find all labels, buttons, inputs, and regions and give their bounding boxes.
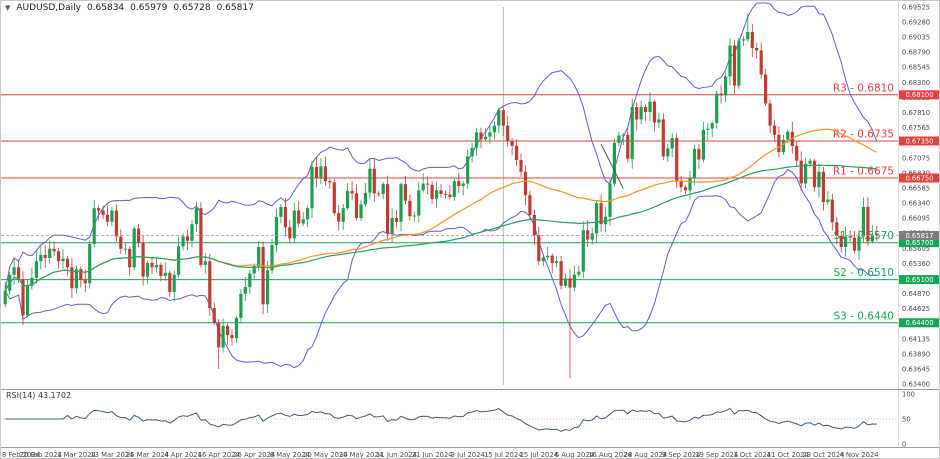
level-price-tag-S2: 0.65100 — [899, 275, 939, 285]
svg-text:20 May 2024: 20 May 2024 — [303, 451, 347, 459]
svg-text:0.68100: 0.68100 — [905, 91, 933, 99]
svg-text:0.66830: 0.66830 — [902, 169, 930, 177]
svg-text:0.67075: 0.67075 — [902, 154, 930, 162]
svg-text:0.67810: 0.67810 — [902, 109, 930, 117]
svg-text:0.65360: 0.65360 — [902, 260, 930, 268]
svg-text:0.67350: 0.67350 — [905, 137, 933, 145]
svg-text:0.64870: 0.64870 — [902, 290, 930, 298]
svg-text:100: 100 — [902, 390, 915, 398]
ma-slow-green-line — [4, 164, 877, 291]
svg-text:0.69525: 0.69525 — [902, 3, 930, 11]
svg-text:28 Aug 2024: 28 Aug 2024 — [624, 451, 668, 459]
svg-text:0.69035: 0.69035 — [902, 34, 930, 42]
quote-close: 0.65817 — [216, 3, 254, 13]
rsi-indicator-label: RSI(14) 43.1702 — [6, 391, 72, 400]
svg-text:0.63400: 0.63400 — [902, 381, 930, 389]
level-price-tag-R2: 0.67350 — [899, 136, 939, 146]
level-label-S2: S2 - 0.6510 — [833, 267, 894, 279]
rsi-axis[interactable]: 100 50 0 — [902, 390, 915, 448]
svg-text:15 Jul 2024: 15 Jul 2024 — [484, 451, 522, 459]
quote-high: 0.65979 — [130, 3, 168, 13]
svg-text:13 Mar 2024: 13 Mar 2024 — [90, 451, 133, 459]
svg-text:8 May 2024: 8 May 2024 — [270, 451, 310, 459]
svg-text:0.66340: 0.66340 — [902, 200, 930, 208]
current-price-tag: 0.65817 — [899, 231, 939, 240]
level-label-R3: R3 - 0.6810 — [833, 82, 894, 94]
svg-text:4 Nov 2024: 4 Nov 2024 — [839, 451, 878, 459]
svg-text:0.68790: 0.68790 — [902, 49, 930, 57]
rsi-line — [5, 407, 877, 432]
svg-text:0.66750: 0.66750 — [905, 174, 933, 182]
symbol-timeframe-label: AUDUSD,Daily — [16, 3, 81, 13]
level-label-R1: R1 - 0.6675 — [833, 166, 894, 178]
svg-text:1 Mar 2024: 1 Mar 2024 — [57, 451, 96, 459]
quote-low: 0.65728 — [173, 3, 211, 13]
svg-text:0.68300: 0.68300 — [902, 79, 930, 87]
svg-text:3 Jul 2024: 3 Jul 2024 — [451, 451, 485, 459]
svg-text:0.64625: 0.64625 — [902, 305, 930, 313]
svg-text:50: 50 — [902, 415, 911, 423]
bollinger-lower-band — [4, 169, 877, 369]
svg-text:0.63890: 0.63890 — [902, 351, 930, 359]
svg-text:23 Oct 2024: 23 Oct 2024 — [802, 451, 844, 459]
svg-text:0.65700: 0.65700 — [905, 239, 933, 247]
svg-text:16 Apr 2024: 16 Apr 2024 — [198, 451, 240, 459]
svg-text:26 Apr 2024: 26 Apr 2024 — [233, 451, 275, 459]
svg-text:0.66585: 0.66585 — [902, 184, 930, 192]
svg-text:11 Jun 2024: 11 Jun 2024 — [376, 451, 417, 459]
svg-text:19 Sep 2024: 19 Sep 2024 — [695, 451, 738, 459]
svg-text:0.64400: 0.64400 — [905, 319, 933, 327]
svg-text:1 Oct 2024: 1 Oct 2024 — [733, 451, 771, 459]
svg-text:25 Mar 2024: 25 Mar 2024 — [126, 451, 169, 459]
svg-text:6 Aug 2024: 6 Aug 2024 — [555, 451, 594, 459]
svg-text:20 Feb 2024: 20 Feb 2024 — [20, 451, 62, 459]
svg-text:0.65605: 0.65605 — [902, 245, 930, 253]
svg-text:0.69280: 0.69280 — [902, 18, 930, 26]
svg-text:0.63645: 0.63645 — [902, 366, 930, 374]
level-price-tag-R1: 0.66750 — [899, 173, 939, 183]
level-label-S3: S3 - 0.6440 — [833, 310, 894, 322]
svg-text:11 Oct 2024: 11 Oct 2024 — [767, 451, 809, 459]
svg-text:0.66095: 0.66095 — [902, 215, 930, 223]
svg-text:0.68545: 0.68545 — [902, 64, 930, 72]
svg-text:0.65817: 0.65817 — [905, 232, 933, 240]
trendline-drawing[interactable] — [600, 143, 624, 189]
svg-text:25 Jul 2024: 25 Jul 2024 — [520, 451, 558, 459]
svg-text:4 Apr 2024: 4 Apr 2024 — [164, 451, 202, 459]
svg-text:9 Sep 2024: 9 Sep 2024 — [662, 451, 701, 459]
svg-text:0: 0 — [902, 440, 906, 448]
svg-text:0.65100: 0.65100 — [905, 276, 933, 284]
svg-text:0.64135: 0.64135 — [902, 335, 930, 343]
svg-text:8 Feb 2024: 8 Feb 2024 — [2, 451, 40, 459]
level-price-tag-S3: 0.64400 — [899, 318, 939, 328]
svg-text:21 Jun 2024: 21 Jun 2024 — [412, 451, 453, 459]
svg-text:30 May 2024: 30 May 2024 — [339, 451, 383, 459]
level-price-tag-R3: 0.68100 — [899, 90, 939, 100]
level-price-tag-S1: 0.65700 — [899, 238, 939, 248]
chart-header: ▼ AUDUSD,Daily 0.65834 0.65979 0.65728 0… — [5, 3, 254, 13]
svg-text:16 Aug 2024: 16 Aug 2024 — [588, 451, 632, 459]
quote-open: 0.65834 — [86, 3, 125, 13]
svg-text:0.67565: 0.67565 — [902, 124, 930, 132]
chart-dropdown-icon[interactable]: ▼ — [5, 3, 11, 12]
